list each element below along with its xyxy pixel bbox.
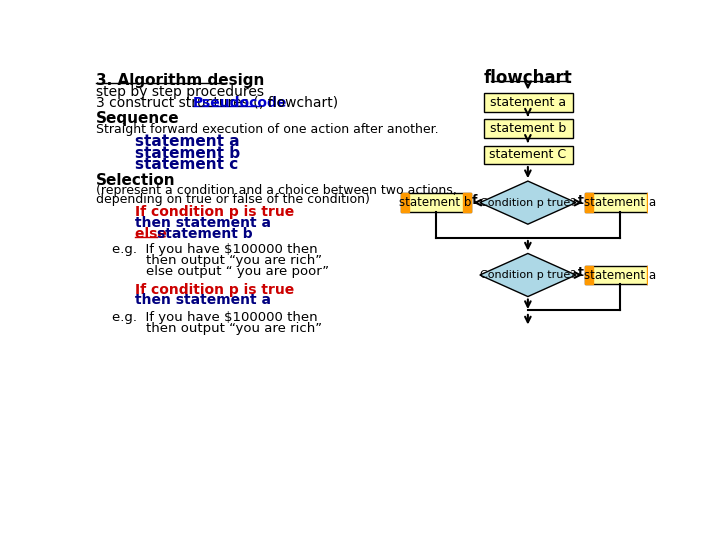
Text: f: f xyxy=(472,194,477,207)
Text: depending on true or false of the condition): depending on true or false of the condit… xyxy=(96,193,370,206)
Text: Condition p true?: Condition p true? xyxy=(480,270,576,280)
FancyBboxPatch shape xyxy=(484,146,573,164)
FancyBboxPatch shape xyxy=(585,266,655,284)
Text: else: else xyxy=(135,226,171,240)
Text: Pseudocode: Pseudocode xyxy=(193,96,287,110)
Text: else output “ you are poor”: else output “ you are poor” xyxy=(112,265,329,278)
Text: statement a: statement a xyxy=(490,96,566,109)
Text: If condition p is true: If condition p is true xyxy=(135,205,294,219)
Text: then output “you are rich”: then output “you are rich” xyxy=(112,322,322,335)
Text: Condition p true?: Condition p true? xyxy=(480,198,576,207)
FancyBboxPatch shape xyxy=(484,119,573,138)
Text: 3. Algorithm design: 3. Algorithm design xyxy=(96,72,264,87)
Text: Sequence: Sequence xyxy=(96,111,180,126)
Text: (represent a condition and a choice between two actions,: (represent a condition and a choice betw… xyxy=(96,184,457,197)
Polygon shape xyxy=(480,253,576,296)
Text: e.g.  If you have $100000 then: e.g. If you have $100000 then xyxy=(112,244,318,256)
Text: statement c: statement c xyxy=(135,157,238,172)
Text: then output “you are rich”: then output “you are rich” xyxy=(112,254,322,267)
FancyBboxPatch shape xyxy=(647,266,655,284)
Text: flowchart: flowchart xyxy=(484,70,572,87)
Text: statement b: statement b xyxy=(400,196,472,209)
Text: statement a: statement a xyxy=(584,196,656,209)
FancyBboxPatch shape xyxy=(463,193,471,212)
Text: statement a: statement a xyxy=(135,134,240,149)
Text: then statement a: then statement a xyxy=(135,215,271,230)
Text: , flowchart): , flowchart) xyxy=(259,96,338,110)
FancyBboxPatch shape xyxy=(484,93,573,112)
Text: then statement a: then statement a xyxy=(135,294,271,307)
FancyBboxPatch shape xyxy=(647,193,655,212)
FancyBboxPatch shape xyxy=(585,266,593,284)
Text: t: t xyxy=(578,194,584,207)
Polygon shape xyxy=(480,181,576,224)
Text: t: t xyxy=(578,266,584,279)
Text: statement a: statement a xyxy=(584,268,656,281)
Text: statement b: statement b xyxy=(135,146,240,161)
Text: 3 construct structures (: 3 construct structures ( xyxy=(96,96,258,110)
FancyBboxPatch shape xyxy=(585,193,655,212)
Text: step by step procedures: step by step procedures xyxy=(96,85,264,99)
Text: e.g.  If you have $100000 then: e.g. If you have $100000 then xyxy=(112,311,318,324)
Text: Straight forward execution of one action after another.: Straight forward execution of one action… xyxy=(96,123,438,136)
Text: statement b: statement b xyxy=(490,122,566,135)
Text: If condition p is true: If condition p is true xyxy=(135,283,294,296)
Text: statement C: statement C xyxy=(490,148,567,161)
FancyBboxPatch shape xyxy=(401,193,471,212)
Text: statement b: statement b xyxy=(157,226,252,240)
Text: Selection: Selection xyxy=(96,173,176,187)
FancyBboxPatch shape xyxy=(585,193,593,212)
FancyBboxPatch shape xyxy=(401,193,408,212)
